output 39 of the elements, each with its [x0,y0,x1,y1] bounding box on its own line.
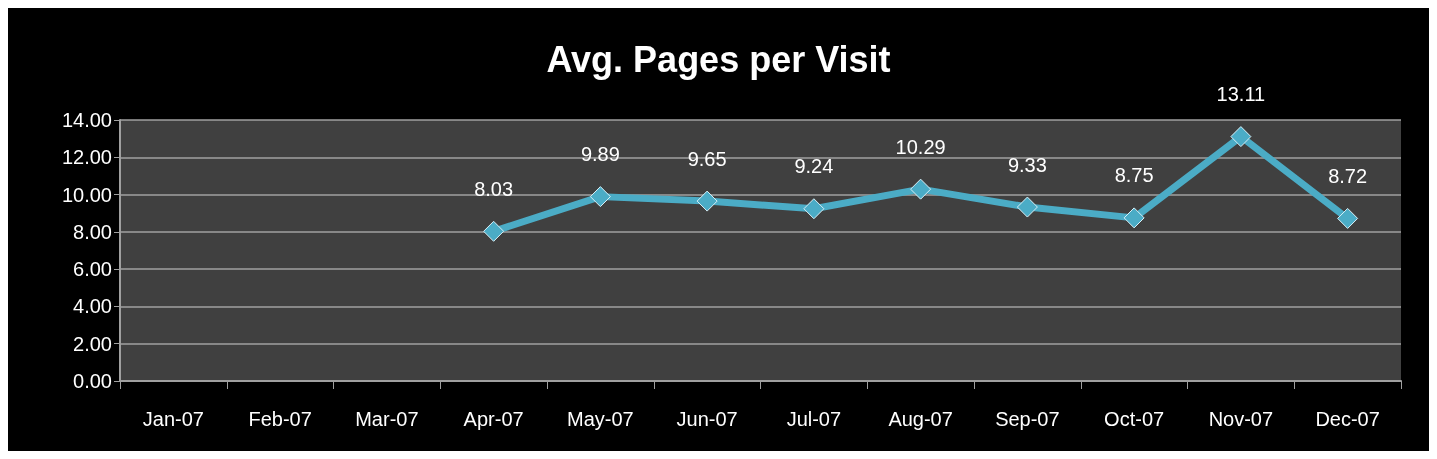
point [910,178,932,200]
data-label: 9.89 [580,143,620,166]
x-tick-label: Jan-07 [142,408,204,430]
x-tick-label: Nov-07 [1208,408,1274,430]
y-tick-label: 8.00 [73,220,112,243]
y-tick-label: 2.00 [73,332,112,355]
point [696,190,718,212]
x-tick-label: Oct-07 [1104,408,1165,430]
y-tick-label: 6.00 [73,258,112,281]
point [1016,196,1038,218]
data-label: 8.75 [1114,164,1154,187]
y-tick-label: 10.00 [61,183,112,206]
data-label: 10.29 [895,135,946,158]
data-label: 8.72 [1328,164,1368,187]
y-tick-label: 4.00 [73,295,112,318]
point [483,220,505,242]
y-tick-label: 14.00 [61,109,112,131]
x-tick-label: Jun-07 [676,408,738,430]
x-tick-label: Apr-07 [463,408,524,430]
data-label: 13.11 [1216,83,1266,106]
data-label: 8.03 [474,177,514,200]
point [1230,126,1252,148]
x-tick-label: Aug-07 [888,408,953,430]
point [803,198,825,220]
x-tick-label: Dec-07 [1315,408,1380,430]
data-label: 9.24 [794,155,834,178]
x-tick-label: Jul-07 [786,408,842,430]
x-tick-label: May-07 [567,408,634,430]
point [1337,207,1359,229]
y-tick-label: 0.00 [73,370,112,392]
point [589,186,611,208]
point [1123,207,1145,229]
x-tick-label: Sep-07 [995,408,1060,430]
y-tick-label: 12.00 [61,146,112,169]
data-label: 9.65 [687,147,727,170]
data-label: 9.33 [1007,153,1047,176]
x-tick-label: Mar-07 [355,408,419,430]
chart-title: Avg. Pages per Visit [546,38,891,80]
x-tick-label: Feb-07 [248,408,312,430]
